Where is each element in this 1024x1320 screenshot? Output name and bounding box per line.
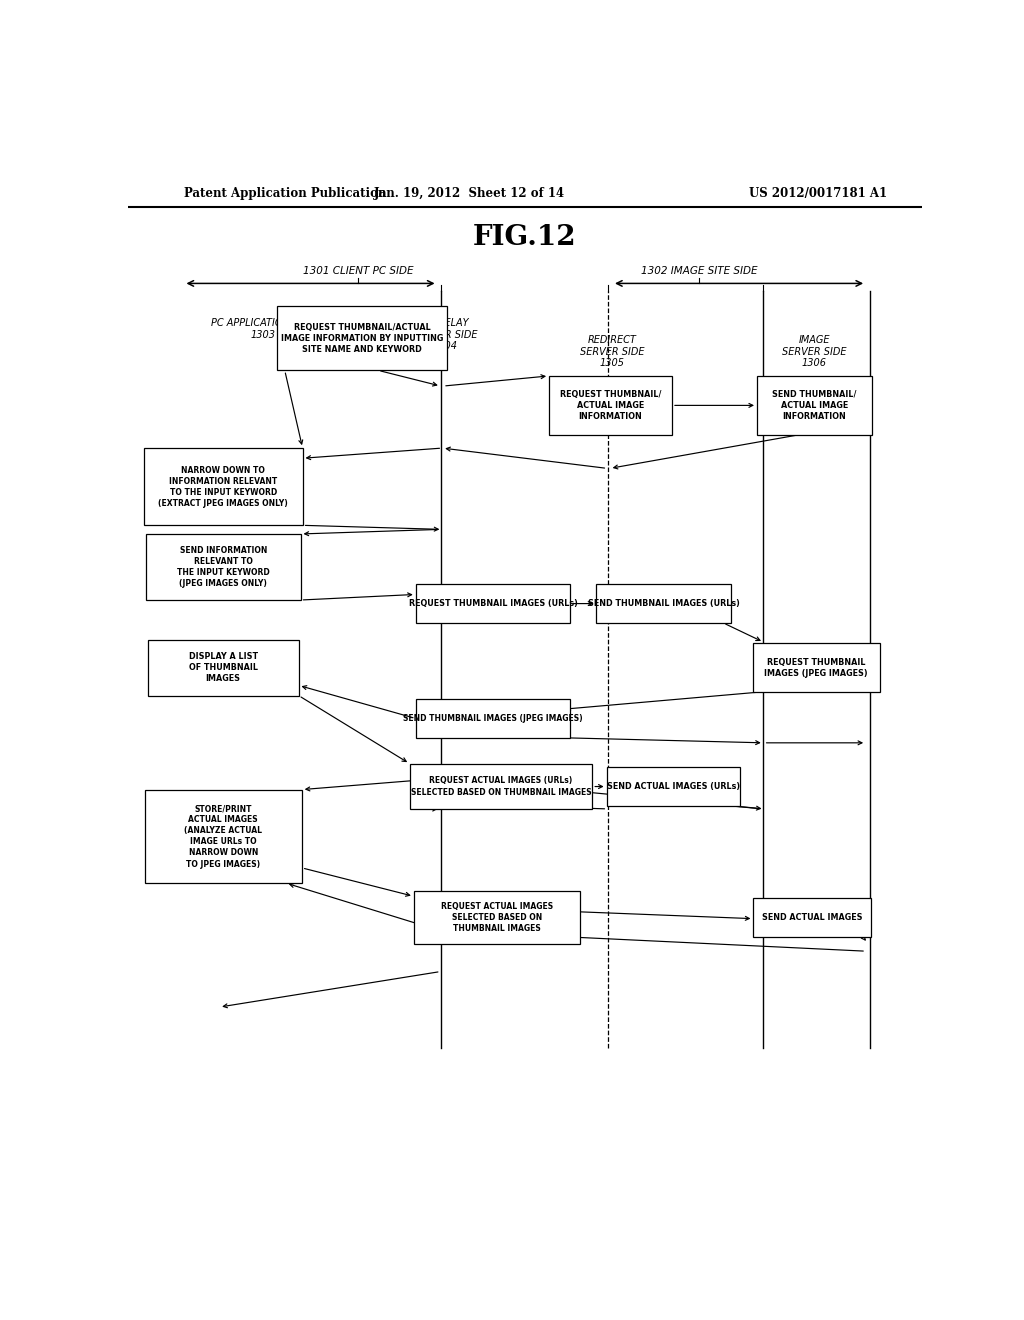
Text: DISPLAY A LIST
OF THUMBNAIL
IMAGES: DISPLAY A LIST OF THUMBNAIL IMAGES xyxy=(188,652,258,684)
Text: SEND THUMBNAIL/
ACTUAL IMAGE
INFORMATION: SEND THUMBNAIL/ ACTUAL IMAGE INFORMATION xyxy=(772,389,857,421)
Text: REQUEST THUMBNAIL IMAGES (URLs): REQUEST THUMBNAIL IMAGES (URLs) xyxy=(409,599,578,609)
Text: Jan. 19, 2012  Sheet 12 of 14: Jan. 19, 2012 Sheet 12 of 14 xyxy=(374,187,565,201)
Text: REDIRECT
SERVER SIDE
1305: REDIRECT SERVER SIDE 1305 xyxy=(580,335,644,368)
FancyBboxPatch shape xyxy=(276,306,447,371)
Text: STORE/PRINT
ACTUAL IMAGES
(ANALYZE ACTUAL
IMAGE URLs TO
NARROW DOWN
TO JPEG IMAG: STORE/PRINT ACTUAL IMAGES (ANALYZE ACTUA… xyxy=(184,804,262,869)
Text: FIG.12: FIG.12 xyxy=(473,224,577,251)
Text: SEND THUMBNAIL IMAGES (JPEG IMAGES): SEND THUMBNAIL IMAGES (JPEG IMAGES) xyxy=(403,714,583,723)
Text: PC RELAY
SERVER SIDE
1304: PC RELAY SERVER SIDE 1304 xyxy=(414,318,477,351)
Text: NARROW DOWN TO
INFORMATION RELEVANT
TO THE INPUT KEYWORD
(EXTRACT JPEG IMAGES ON: NARROW DOWN TO INFORMATION RELEVANT TO T… xyxy=(159,466,288,508)
FancyBboxPatch shape xyxy=(757,376,872,434)
FancyBboxPatch shape xyxy=(606,767,740,805)
FancyBboxPatch shape xyxy=(753,643,880,692)
FancyBboxPatch shape xyxy=(410,764,592,809)
Text: REQUEST ACTUAL IMAGES
SELECTED BASED ON
THUMBNAIL IMAGES: REQUEST ACTUAL IMAGES SELECTED BASED ON … xyxy=(441,902,553,933)
FancyBboxPatch shape xyxy=(416,700,570,738)
Text: REQUEST ACTUAL IMAGES (URLs)
SELECTED BASED ON THUMBNAIL IMAGES: REQUEST ACTUAL IMAGES (URLs) SELECTED BA… xyxy=(411,776,591,796)
Text: US 2012/0017181 A1: US 2012/0017181 A1 xyxy=(750,187,888,201)
FancyBboxPatch shape xyxy=(145,535,301,601)
Text: REQUEST THUMBNAIL/ACTUAL
IMAGE INFORMATION BY INPUTTING
SITE NAME AND KEYWORD: REQUEST THUMBNAIL/ACTUAL IMAGE INFORMATI… xyxy=(281,322,443,354)
FancyBboxPatch shape xyxy=(414,891,581,944)
FancyBboxPatch shape xyxy=(143,447,303,525)
FancyBboxPatch shape xyxy=(416,585,570,623)
FancyBboxPatch shape xyxy=(144,789,302,883)
Text: SEND ACTUAL IMAGES (URLs): SEND ACTUAL IMAGES (URLs) xyxy=(606,781,739,791)
FancyBboxPatch shape xyxy=(596,585,731,623)
Text: SEND INFORMATION
RELEVANT TO
THE INPUT KEYWORD
(JPEG IMAGES ONLY): SEND INFORMATION RELEVANT TO THE INPUT K… xyxy=(177,546,269,589)
FancyBboxPatch shape xyxy=(549,376,672,434)
Text: Patent Application Publication: Patent Application Publication xyxy=(183,187,386,201)
Text: SEND THUMBNAIL IMAGES (URLs): SEND THUMBNAIL IMAGES (URLs) xyxy=(588,599,739,609)
Text: PC APPLICATION SIDE
1303: PC APPLICATION SIDE 1303 xyxy=(211,318,315,339)
FancyBboxPatch shape xyxy=(754,899,870,937)
Text: 1302 IMAGE SITE SIDE: 1302 IMAGE SITE SIDE xyxy=(641,267,758,276)
Text: REQUEST THUMBNAIL/
ACTUAL IMAGE
INFORMATION: REQUEST THUMBNAIL/ ACTUAL IMAGE INFORMAT… xyxy=(560,389,662,421)
Text: SEND ACTUAL IMAGES: SEND ACTUAL IMAGES xyxy=(762,913,862,923)
FancyBboxPatch shape xyxy=(147,640,299,696)
Text: 1301 CLIENT PC SIDE: 1301 CLIENT PC SIDE xyxy=(303,267,414,276)
Text: REQUEST THUMBNAIL
IMAGES (JPEG IMAGES): REQUEST THUMBNAIL IMAGES (JPEG IMAGES) xyxy=(764,657,868,677)
Text: IMAGE
SERVER SIDE
1306: IMAGE SERVER SIDE 1306 xyxy=(782,335,847,368)
